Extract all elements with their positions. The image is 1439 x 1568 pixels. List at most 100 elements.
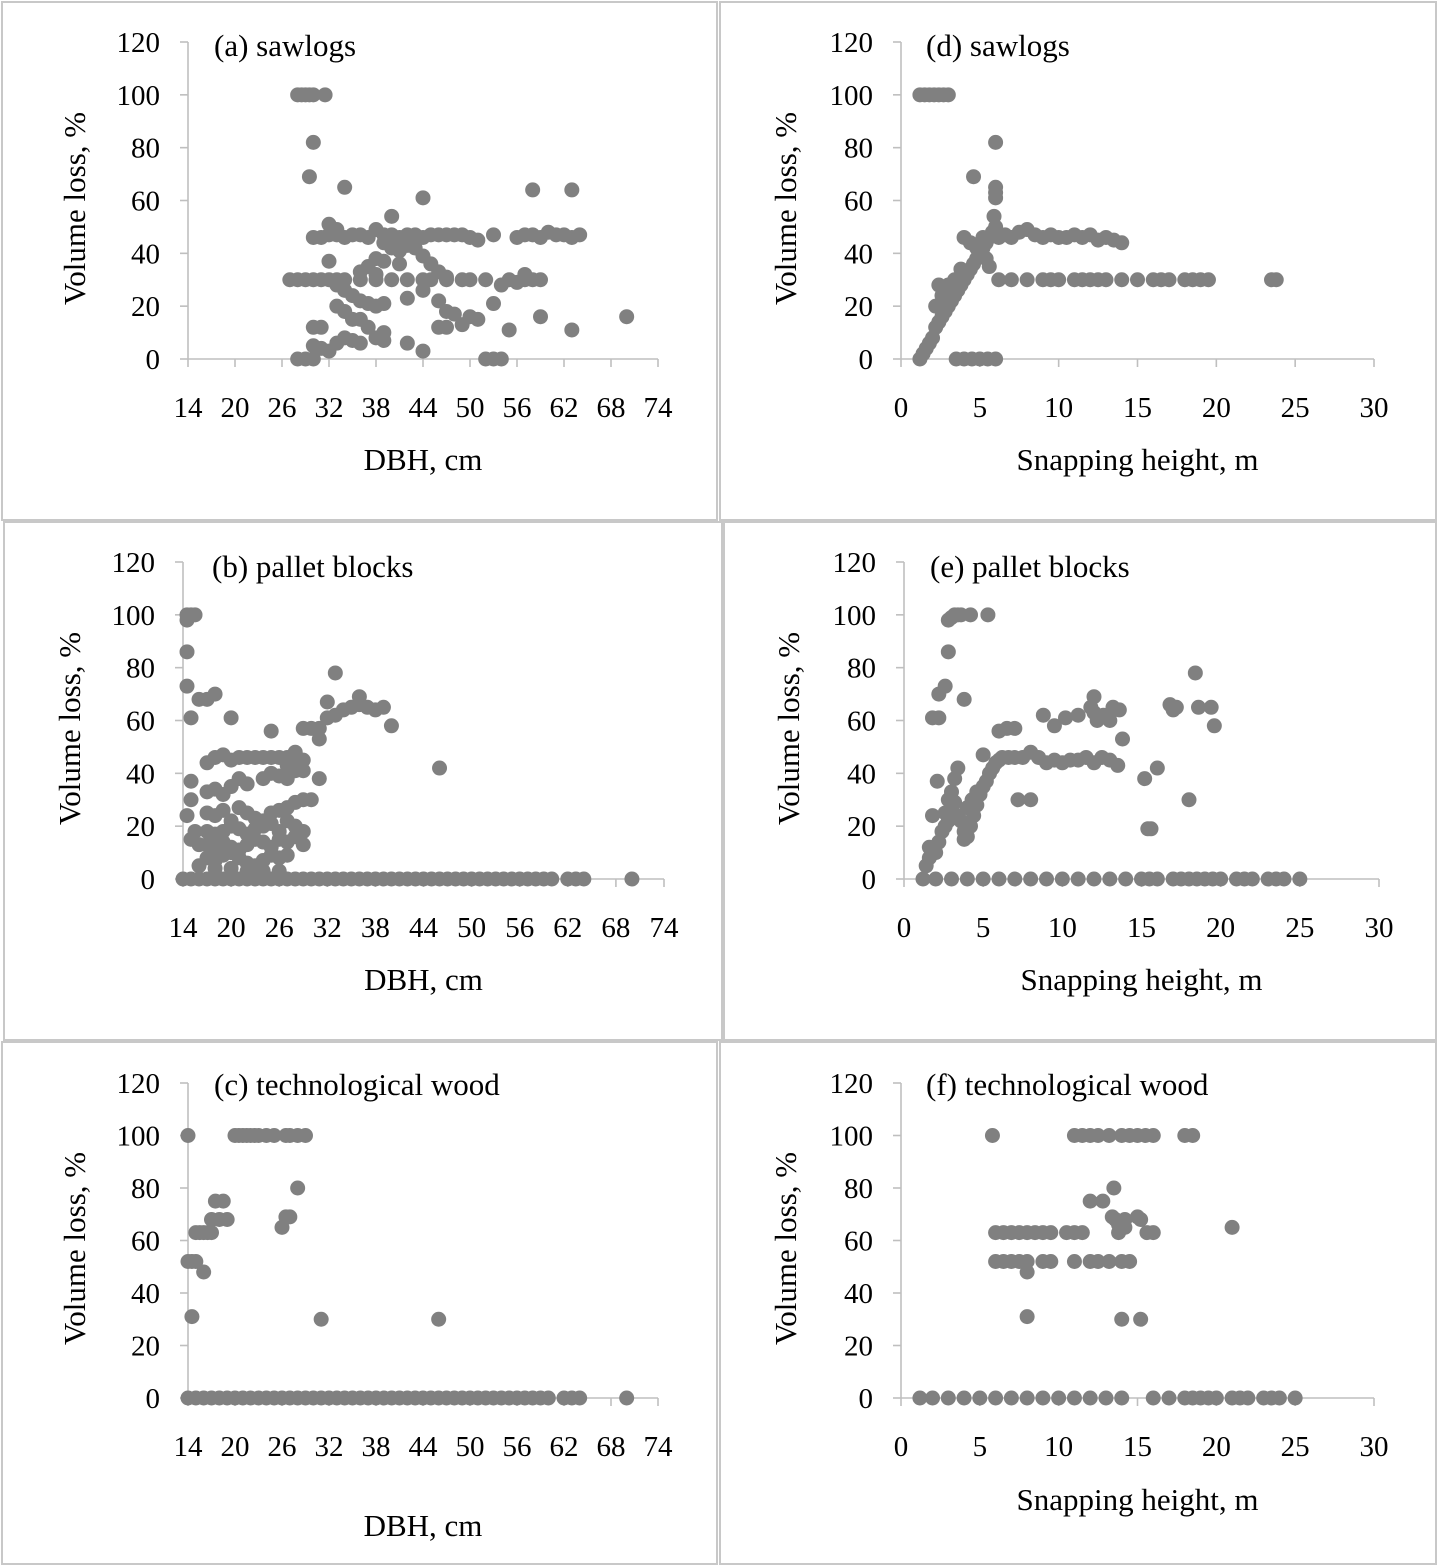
data-point <box>1118 871 1134 887</box>
y-tick-label: 0 <box>859 344 874 376</box>
y-axis-title: Volume loss, % <box>57 112 92 305</box>
data-point <box>966 169 982 185</box>
data-point <box>540 1390 556 1406</box>
data-point <box>313 1311 329 1327</box>
data-point <box>533 309 548 325</box>
data-point <box>1240 1390 1256 1406</box>
y-axis-title: Volume loss, % <box>771 632 806 825</box>
y-tick-label: 80 <box>844 133 873 165</box>
data-point <box>1203 699 1219 715</box>
data-point <box>263 723 279 739</box>
data-point <box>1066 1254 1082 1269</box>
data-point <box>572 227 588 243</box>
data-point <box>196 1264 212 1280</box>
data-point <box>969 784 985 800</box>
data-point <box>1130 272 1145 288</box>
data-point <box>1106 1180 1122 1196</box>
y-tick-label: 80 <box>131 1173 160 1205</box>
data-point <box>1149 760 1165 776</box>
x-tick-label: 74 <box>650 912 680 944</box>
data-point <box>1187 665 1203 681</box>
x-tick-label: 30 <box>1360 1431 1389 1463</box>
chart-title: (d) sawlogs <box>926 28 1070 63</box>
data-point <box>439 269 454 285</box>
data-point <box>399 335 415 351</box>
data-point <box>931 686 947 702</box>
data-point <box>1101 1254 1117 1269</box>
data-point <box>1074 1225 1090 1241</box>
y-axis-title: Volume loss, % <box>57 1152 92 1345</box>
data-point <box>432 760 448 776</box>
x-axis-title: DBH, cm <box>364 1508 483 1543</box>
x-tick-label: 25 <box>1285 912 1314 944</box>
data-point <box>1082 1193 1098 1209</box>
data-point <box>1098 272 1114 288</box>
data-point <box>1114 235 1130 251</box>
y-tick-label: 100 <box>117 1121 161 1153</box>
data-point <box>279 757 295 773</box>
data-point <box>1114 272 1130 288</box>
data-point <box>619 309 635 325</box>
data-point <box>501 322 517 338</box>
data-point <box>619 1390 635 1406</box>
x-tick-label: 15 <box>1123 392 1152 424</box>
y-tick-label: 40 <box>131 1278 160 1310</box>
data-point <box>1007 871 1023 887</box>
y-tick-label: 80 <box>126 653 155 685</box>
data-point <box>1145 1128 1161 1143</box>
data-point <box>981 259 997 275</box>
data-point <box>1023 871 1039 887</box>
data-point <box>1208 1390 1224 1406</box>
data-point <box>915 871 931 887</box>
data-point <box>179 644 195 660</box>
data-point <box>439 319 454 335</box>
data-point <box>295 752 311 768</box>
data-point <box>376 253 392 269</box>
data-point <box>1161 1390 1177 1406</box>
chart-title: (a) sawlogs <box>214 28 356 63</box>
data-point <box>321 253 337 269</box>
data-point <box>191 858 207 874</box>
y-tick-label: 120 <box>830 1068 874 1100</box>
data-point <box>1145 1225 1161 1241</box>
y-tick-label: 100 <box>833 600 877 632</box>
data-point <box>352 264 368 280</box>
data-point <box>1133 1311 1149 1327</box>
data-point <box>179 678 195 694</box>
y-tick-label: 120 <box>117 27 161 59</box>
x-tick-label: 10 <box>1044 1431 1073 1463</box>
y-tick-label: 20 <box>844 291 873 323</box>
data-point <box>1115 731 1130 747</box>
data-point <box>462 272 478 288</box>
data-point <box>415 282 431 298</box>
data-point <box>1046 718 1062 734</box>
data-point <box>1276 871 1292 887</box>
data-point <box>975 229 991 245</box>
x-tick-label: 62 <box>550 1431 579 1463</box>
x-axis-title: DBH, cm <box>364 442 483 477</box>
data-point <box>207 686 223 702</box>
y-tick-label: 60 <box>131 1226 160 1258</box>
data-point <box>1185 1128 1201 1143</box>
y-tick-label: 60 <box>844 1226 873 1258</box>
chart-panel-b: 0 20 40 60 80 100 120 14 20 26 32 38 44 50 56 62 68 74 DBH… <box>52 547 679 997</box>
x-tick-label: 14 <box>174 1431 204 1463</box>
x-tick-label: 74 <box>644 1431 674 1463</box>
x-tick-label: 30 <box>1360 392 1389 424</box>
data-point <box>1143 821 1159 837</box>
data-point <box>1200 272 1216 288</box>
data-point <box>1244 871 1260 887</box>
data-point <box>1117 1212 1133 1227</box>
data-point <box>399 290 415 306</box>
x-tick-label: 0 <box>894 392 909 424</box>
data-point <box>1019 1309 1035 1325</box>
x-tick-label: 5 <box>973 1431 988 1463</box>
data-point <box>1111 702 1127 718</box>
data-point <box>337 179 353 195</box>
data-point <box>329 222 345 238</box>
data-point <box>1051 272 1067 288</box>
x-tick-label: 44 <box>409 1431 439 1463</box>
x-tick-label: 10 <box>1048 912 1077 944</box>
data-point <box>351 689 367 705</box>
